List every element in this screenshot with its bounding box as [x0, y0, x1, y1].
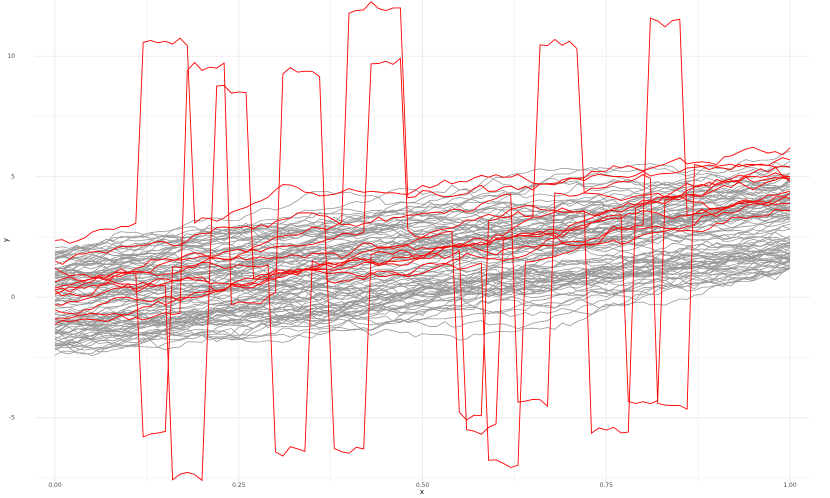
axis-layer: 0.00 0.25 0.50 0.75 1.00 -5 0 5 10: [7, 53, 797, 489]
normal-series-line: [54, 151, 791, 251]
normal-series-line: [54, 172, 791, 257]
normal-series-line: [54, 206, 791, 290]
x-tick-label: 0.75: [600, 482, 614, 489]
normal-series-line: [55, 173, 791, 254]
normal-series-line: [54, 235, 791, 326]
normal-series-line: [54, 186, 791, 259]
normal-series-line: [54, 256, 791, 357]
normal-series-line: [54, 180, 791, 274]
normal-series-line: [54, 267, 791, 355]
x-axis-title: x: [420, 488, 424, 496]
normal-series-line: [54, 225, 791, 322]
outlier-series-line: [54, 172, 791, 435]
normal-series-line: [54, 184, 791, 272]
outlier-series-line: [54, 1, 791, 298]
y-tick-label: 5: [11, 174, 15, 181]
x-tick-label: 0.25: [232, 482, 246, 489]
normal-series-line: [54, 243, 791, 314]
normal-series-line: [54, 199, 791, 289]
normal-series-line: [54, 252, 791, 348]
normal-series-line: [54, 201, 791, 304]
normal-series-line: [54, 267, 791, 355]
x-tick-label: 0.50: [416, 482, 430, 489]
y-tick-label: -5: [9, 415, 15, 422]
normal-series-line: [54, 247, 791, 332]
y-axis-title: y: [2, 238, 10, 242]
outlier-series-line: [54, 208, 790, 468]
normal-series-line: [54, 267, 791, 351]
x-tick-label: 0.00: [48, 482, 62, 489]
normal-series-line: [54, 211, 791, 317]
normal-series-line: [54, 183, 791, 279]
outlier-series-line: [54, 176, 791, 435]
normal-series-line: [54, 250, 791, 334]
x-tick-label: 1.00: [783, 482, 797, 489]
outlier-series-line: [54, 61, 791, 325]
normal-series-line: [54, 206, 791, 287]
grid-layer: [35, 0, 810, 483]
normal-series-line: [54, 193, 791, 270]
series-layer: [54, 1, 791, 482]
normal-series-line: [54, 267, 791, 343]
normal-series-line: [54, 258, 791, 335]
outlier-series-line: [54, 157, 791, 410]
normal-series-line: [54, 184, 791, 273]
y-tick-label: 10: [7, 53, 15, 60]
outlier-series-line: [54, 37, 791, 244]
normal-series-line: [54, 192, 791, 289]
y-tick-label: 0: [11, 294, 15, 301]
normal-series-line: [54, 243, 791, 334]
normal-series-line: [54, 251, 791, 338]
normal-series-line: [54, 224, 791, 308]
outlier-series-line: [54, 17, 791, 315]
outlier-series-line: [54, 201, 791, 457]
normal-series-line: [54, 254, 791, 326]
normal-series-line: [54, 264, 791, 346]
normal-series-line: [54, 165, 791, 256]
normal-series-line: [54, 203, 791, 295]
